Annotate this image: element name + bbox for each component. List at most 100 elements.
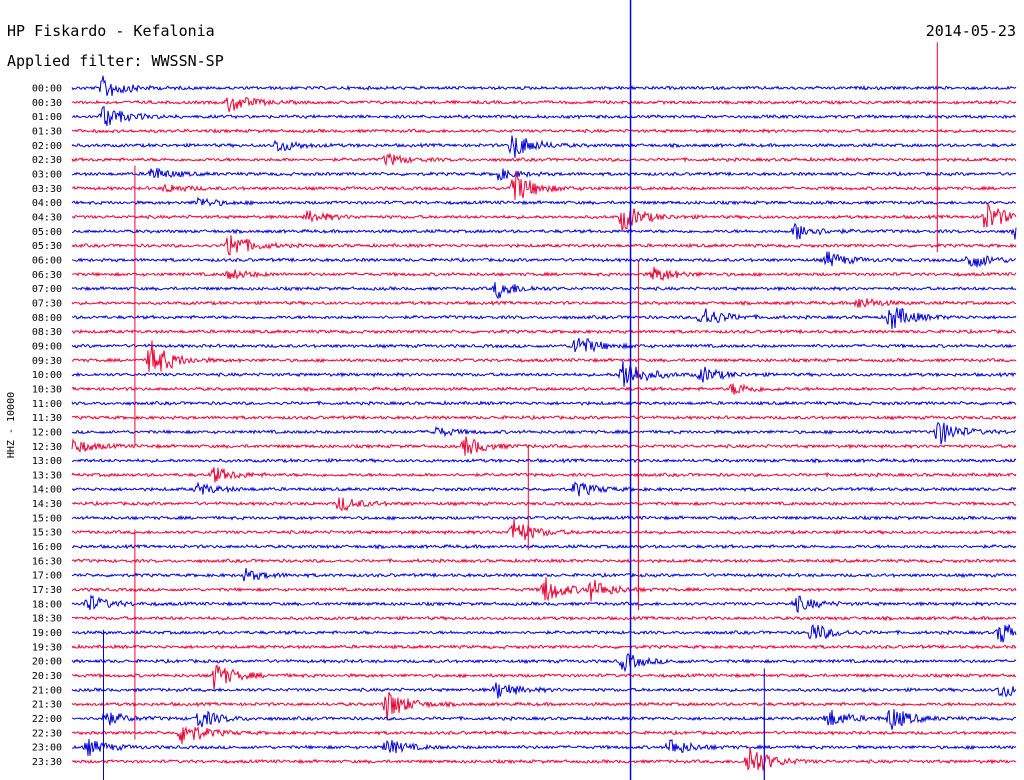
trace-line — [72, 222, 1017, 240]
row-time-label: 02:00 — [32, 141, 62, 152]
row-time-label: 22:30 — [32, 728, 62, 739]
trace-line — [71, 400, 1017, 407]
trace-line — [71, 557, 1017, 564]
trace-line — [71, 203, 1017, 231]
trace-line — [71, 251, 1017, 268]
trace-line — [71, 328, 1017, 335]
row-time-label: 14:00 — [32, 485, 62, 496]
row-time-label: 05:30 — [32, 241, 62, 252]
trace-line — [71, 481, 1017, 497]
trace-line — [71, 298, 1017, 308]
trace-line — [72, 568, 1017, 582]
trace-line — [71, 167, 1017, 181]
trace-line — [71, 127, 1017, 135]
trace-line — [71, 152, 1017, 167]
trace-line — [71, 282, 1017, 300]
trace-line — [71, 664, 1017, 691]
row-time-label: 13:30 — [32, 470, 62, 481]
row-time-label: 00:00 — [32, 84, 62, 95]
row-time-label: 15:30 — [32, 528, 62, 539]
row-time-label: 05:00 — [32, 227, 62, 238]
trace-line — [71, 436, 1017, 456]
row-time-label: 12:00 — [32, 427, 62, 438]
trace-line — [71, 383, 1017, 395]
row-time-label: 10:00 — [32, 370, 62, 381]
row-time-label: 19:30 — [32, 642, 62, 653]
row-time-label: 01:30 — [32, 126, 62, 137]
trace-line — [71, 726, 1017, 745]
trace-line — [71, 414, 1017, 421]
row-time-label: 03:30 — [32, 184, 62, 195]
row-time-label: 07:00 — [32, 284, 62, 295]
trace-line — [71, 543, 1017, 550]
row-time-label: 16:00 — [32, 542, 62, 553]
trace-line — [71, 747, 1016, 771]
trace-line — [71, 105, 1017, 126]
trace-line — [72, 457, 1017, 464]
station-title: HP Fiskardo - Kefalonia — [7, 22, 215, 40]
filter-label: Applied filter: WWSSN-SP — [7, 52, 224, 70]
row-time-label: 11:00 — [32, 399, 62, 410]
trace-line — [71, 615, 1017, 622]
row-time-label: 11:30 — [32, 413, 62, 424]
row-time-label: 12:30 — [32, 442, 62, 453]
row-time-label: 17:30 — [32, 585, 62, 596]
trace-line — [71, 361, 1017, 387]
row-time-label: 09:30 — [32, 356, 62, 367]
row-time-label: 18:00 — [32, 599, 62, 610]
trace-line — [71, 514, 1017, 521]
row-time-label: 08:30 — [32, 327, 62, 338]
row-time-label: 13:00 — [32, 456, 62, 467]
trace-line — [71, 196, 1017, 207]
row-time-label: 04:00 — [32, 198, 62, 209]
trace-line — [71, 96, 1017, 112]
row-time-label: 03:00 — [32, 169, 62, 180]
row-time-label: 07:30 — [32, 298, 62, 309]
trace-line — [71, 307, 1017, 330]
trace-line — [71, 682, 1017, 699]
row-time-label: 00:30 — [32, 98, 62, 109]
row-time-label: 22:00 — [32, 714, 62, 725]
row-time-label: 01:00 — [32, 112, 62, 123]
trace-line — [71, 692, 1017, 721]
row-label-layer: 00:00 00:30 01:00 01:30 02:00 02:30 03:00 03:30… — [32, 84, 62, 769]
trace-line — [71, 643, 1017, 650]
trace-line — [71, 337, 1017, 353]
trace-line — [71, 518, 1017, 540]
trace-line — [71, 594, 1017, 614]
row-time-label: 15:00 — [32, 513, 62, 524]
trace-line — [71, 709, 1017, 730]
row-time-label: 17:00 — [32, 571, 62, 582]
row-time-label: 14:30 — [32, 499, 62, 510]
row-time-label: 02:30 — [32, 155, 62, 166]
trace-line — [71, 235, 1017, 256]
row-time-label: 16:30 — [32, 556, 62, 567]
row-time-label: 23:30 — [32, 757, 62, 768]
row-time-label: 20:30 — [32, 671, 62, 682]
row-time-label: 21:30 — [32, 700, 62, 711]
y-axis-label: HHZ - 10000 — [6, 392, 17, 458]
row-time-label: 19:00 — [32, 628, 62, 639]
row-time-label: 23:00 — [32, 743, 62, 754]
trace-line — [71, 135, 1017, 158]
row-time-label: 08:00 — [32, 313, 62, 324]
trace-line — [71, 467, 1017, 483]
chart-date: 2014-05-23 — [926, 22, 1016, 40]
trace-layer — [71, 0, 1017, 780]
trace-line — [71, 738, 1017, 756]
row-time-label: 21:00 — [32, 685, 62, 696]
trace-line — [71, 577, 1017, 602]
row-time-label: 06:30 — [32, 270, 62, 281]
trace-line — [71, 421, 1017, 445]
row-time-label: 04:30 — [32, 212, 62, 223]
trace-line — [71, 497, 1017, 512]
trace-line — [71, 653, 1017, 673]
row-time-label: 20:00 — [32, 657, 62, 668]
row-time-label: 06:00 — [32, 255, 62, 266]
row-time-label: 10:30 — [32, 384, 62, 395]
row-time-label: 18:30 — [32, 614, 62, 625]
trace-line — [71, 266, 1017, 282]
trace-line — [71, 340, 1017, 372]
row-time-label: 09:00 — [32, 341, 62, 352]
